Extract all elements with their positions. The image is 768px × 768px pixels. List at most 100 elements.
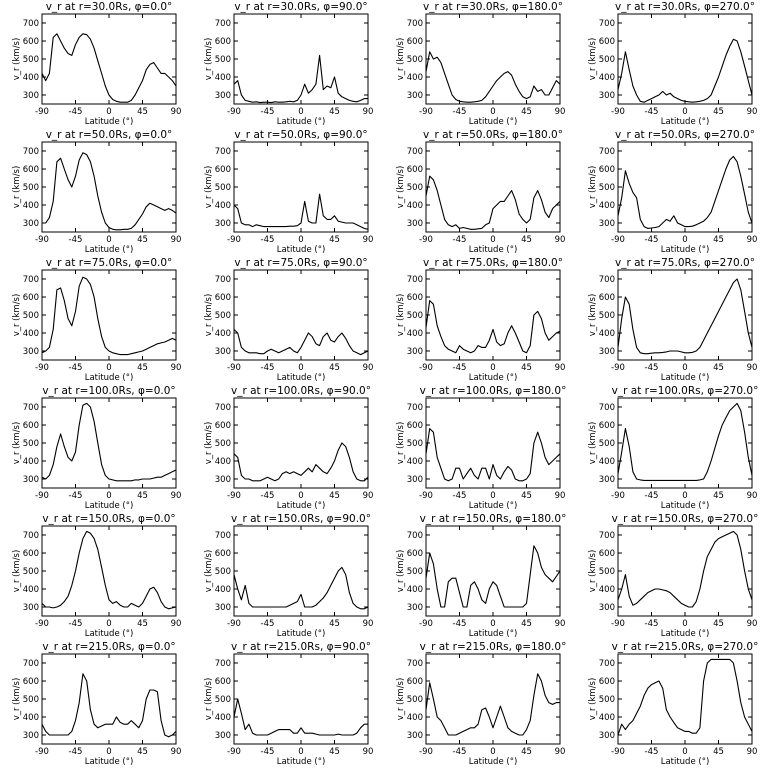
x-tick-label: -90 (35, 235, 49, 245)
chart-title: v_r at r=150.0Rs, φ=0.0° (42, 513, 175, 525)
y-tick-label: 400 (23, 585, 39, 595)
y-tick-label: 600 (23, 677, 39, 687)
plot-frame (233, 141, 369, 233)
y-tick-label: 400 (23, 457, 39, 467)
y-tick-label: 600 (215, 677, 231, 687)
x-tick-label: 0 (682, 235, 687, 245)
chart-title: v_r at r=215.0Rs, φ=0.0° (42, 641, 175, 653)
chart-panel: v_r at r=30.0Rs, φ=270.0° -90 -45 0 45 90 300 4… (588, 1, 758, 127)
x-tick-label: 90 (363, 747, 374, 757)
x-tick-label: -45 (261, 747, 275, 757)
x-tick-label: 0 (490, 235, 495, 245)
y-axis-label: v_r (km/s) (396, 166, 406, 209)
x-tick-label: 90 (555, 747, 566, 757)
series-line (425, 428, 561, 482)
chart-title: v_r at r=150.0Rs, φ=270.0° (612, 513, 759, 525)
y-tick-label: 600 (215, 421, 231, 431)
chart-panel: v_r at r=75.0Rs, φ=90.0° -90 -45 0 45 90 300 40… (204, 257, 373, 383)
x-tick-label: 45 (713, 107, 724, 117)
x-tick-label: 0 (490, 363, 495, 373)
y-tick-label: 500 (599, 311, 615, 321)
chart-title: v_r at r=100.0Rs, φ=270.0° (612, 385, 759, 397)
x-axis-label: Latitude (°) (277, 373, 326, 383)
y-tick-label: 700 (407, 147, 423, 157)
y-axis-label: v_r (km/s) (588, 678, 598, 721)
y-tick-label: 700 (23, 531, 39, 541)
y-tick-label: 600 (599, 165, 615, 175)
plot-frame (425, 141, 561, 233)
x-tick-label: -45 (453, 235, 467, 245)
x-tick-label: 90 (747, 107, 758, 117)
y-tick-label: 500 (23, 55, 39, 65)
y-tick-label: 500 (599, 183, 615, 193)
series-line (233, 442, 369, 482)
y-axis-label: v_r (km/s) (396, 550, 406, 593)
y-tick-label: 300 (23, 219, 39, 229)
x-axis-label: Latitude (°) (469, 501, 518, 511)
y-axis-label: v_r (km/s) (588, 166, 598, 209)
y-tick-label: 500 (599, 567, 615, 577)
y-tick-label: 600 (599, 293, 615, 303)
x-tick-label: 90 (747, 491, 758, 501)
x-tick-label: -45 (645, 491, 659, 501)
x-tick-label: 0 (490, 107, 495, 117)
y-tick-label: 300 (215, 219, 231, 229)
y-axis-label: v_r (km/s) (396, 38, 406, 81)
x-tick-label: -90 (611, 235, 625, 245)
y-tick-label: 400 (23, 713, 39, 723)
series-line (233, 566, 369, 610)
y-tick-label: 400 (215, 585, 231, 595)
y-tick-label: 400 (407, 585, 423, 595)
y-tick-label: 400 (407, 457, 423, 467)
y-tick-label: 300 (407, 347, 423, 357)
y-tick-label: 400 (407, 201, 423, 211)
y-tick-label: 700 (407, 19, 423, 29)
y-tick-label: 700 (599, 275, 615, 285)
series-line (41, 530, 177, 610)
y-tick-label: 300 (23, 91, 39, 101)
y-tick-label: 700 (407, 531, 423, 541)
x-tick-label: 45 (137, 235, 148, 245)
y-axis-label: v_r (km/s) (204, 166, 214, 209)
x-tick-label: 90 (363, 107, 374, 117)
y-tick-label: 300 (407, 219, 423, 229)
x-axis-label: Latitude (°) (469, 629, 518, 639)
series-line (617, 402, 753, 481)
x-tick-label: -45 (69, 747, 83, 757)
series-line (233, 54, 368, 104)
y-tick-label: 300 (599, 731, 615, 741)
y-tick-label: 400 (599, 329, 615, 339)
y-tick-label: 600 (23, 293, 39, 303)
x-tick-label: -90 (227, 235, 241, 245)
y-tick-label: 600 (599, 549, 615, 559)
x-tick-label: -45 (645, 107, 659, 117)
x-axis-label: Latitude (°) (661, 757, 710, 767)
y-tick-label: 700 (23, 659, 39, 669)
plot-frame (233, 653, 369, 745)
y-tick-label: 500 (215, 567, 231, 577)
y-tick-label: 400 (215, 329, 231, 339)
y-tick-label: 700 (23, 403, 39, 413)
series-line (617, 278, 753, 355)
y-tick-label: 400 (599, 713, 615, 723)
y-tick-label: 400 (23, 201, 39, 211)
chart-panel: v_r at r=30.0Rs, φ=90.0° -90 -45 0 45 90 300 40… (204, 1, 374, 127)
chart-panel: v_r at r=100.0Rs, φ=180.0° -90 -45 0 45 90 300… (396, 385, 566, 511)
x-axis-label: Latitude (°) (277, 501, 326, 511)
x-tick-label: -45 (645, 363, 659, 373)
y-axis-label: v_r (km/s) (12, 550, 22, 593)
plot-frame (617, 13, 753, 105)
plot-frame (617, 653, 753, 745)
x-tick-label: 45 (521, 747, 532, 757)
chart-title: v_r at r=215.0Rs, φ=270.0° (612, 641, 759, 653)
y-tick-label: 300 (23, 603, 39, 613)
plot-frame (41, 13, 177, 105)
x-tick-label: 45 (713, 619, 724, 629)
y-tick-label: 600 (23, 421, 39, 431)
chart-panel: v_r at r=150.0Rs, φ=270.0° -90 -45 0 45 90 300… (588, 513, 759, 639)
y-axis-label: v_r (km/s) (12, 678, 22, 721)
x-tick-label: 90 (555, 491, 566, 501)
x-axis-label: Latitude (°) (661, 117, 710, 127)
x-tick-label: 45 (521, 235, 532, 245)
x-axis-label: Latitude (°) (85, 245, 134, 255)
